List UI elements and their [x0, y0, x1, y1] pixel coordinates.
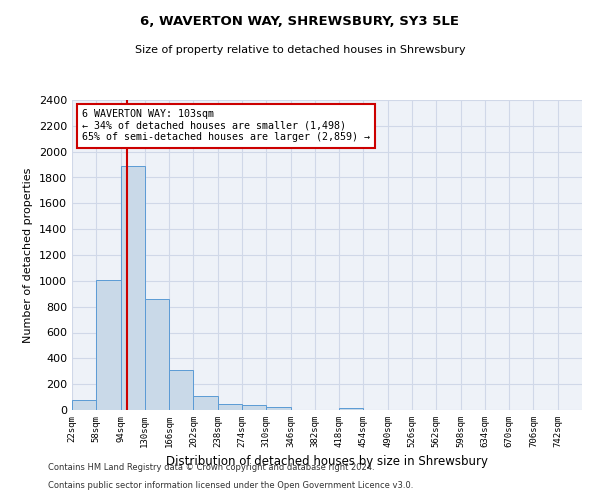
- Bar: [96, 280, 121, 410]
- Text: Contains HM Land Registry data © Crown copyright and database right 2024.: Contains HM Land Registry data © Crown c…: [48, 464, 374, 472]
- X-axis label: Distribution of detached houses by size in Shrewsbury: Distribution of detached houses by size …: [166, 456, 488, 468]
- Bar: [121, 166, 145, 410]
- Text: Size of property relative to detached houses in Shrewsbury: Size of property relative to detached ho…: [134, 45, 466, 55]
- Text: 6 WAVERTON WAY: 103sqm
← 34% of detached houses are smaller (1,498)
65% of semi-: 6 WAVERTON WAY: 103sqm ← 34% of detached…: [82, 110, 370, 142]
- Bar: [169, 370, 193, 410]
- Bar: [218, 404, 242, 410]
- Bar: [242, 406, 266, 410]
- Bar: [266, 408, 290, 410]
- Text: Contains public sector information licensed under the Open Government Licence v3: Contains public sector information licen…: [48, 481, 413, 490]
- Bar: [193, 396, 218, 410]
- Bar: [145, 299, 169, 410]
- Y-axis label: Number of detached properties: Number of detached properties: [23, 168, 34, 342]
- Bar: [339, 408, 364, 410]
- Bar: [72, 400, 96, 410]
- Text: 6, WAVERTON WAY, SHREWSBURY, SY3 5LE: 6, WAVERTON WAY, SHREWSBURY, SY3 5LE: [140, 15, 460, 28]
